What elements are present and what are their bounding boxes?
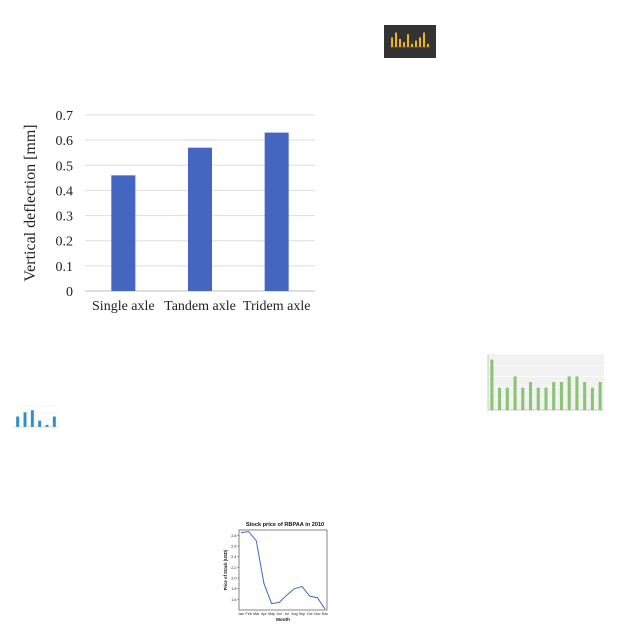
plot-frame [238, 529, 328, 611]
bar [536, 387, 540, 410]
y-tick-label: 0.7 [56, 109, 74, 124]
y-tick-label: 2.2 [231, 566, 236, 570]
bar [23, 412, 27, 427]
bar [490, 359, 494, 410]
bar [583, 382, 587, 410]
bar [559, 382, 564, 410]
series-line [240, 531, 326, 610]
x-tick-label: Jul [285, 612, 290, 616]
small-blue-bar-chart [6, 400, 64, 430]
chart-title: Stock price of RBPAA in 2010 [246, 522, 324, 528]
stock-line-chart: Stock price of RBPAA in 2010 1.6 1.8 2.0 2.2… [221, 518, 331, 626]
bar [498, 387, 502, 410]
y-tick-label: 0.3 [56, 210, 74, 225]
green-bar-chart-svg [487, 353, 604, 411]
bar [552, 382, 556, 410]
deflection-chart: 0 0.1 0.2 0.3 0.4 0.5 0.6 0.7 Single axle Tandem … [15, 100, 325, 325]
bar [513, 376, 517, 410]
x-tick-label: May [268, 612, 275, 616]
bar [544, 387, 548, 410]
y-axis-label: Price of Stock (USD) [223, 549, 228, 590]
x-tick-label: Jun [276, 612, 282, 616]
bar [16, 416, 20, 427]
bar [415, 40, 417, 47]
y-tick-label: 0.5 [56, 159, 74, 174]
bar [264, 132, 289, 291]
bar [505, 387, 509, 410]
y-tick-label: 2.6 [231, 545, 236, 549]
bar [30, 410, 34, 427]
bar [598, 382, 602, 410]
y-tick-label: 0.4 [56, 184, 74, 199]
x-tick-label: Single axle [92, 299, 155, 314]
x-axis-label: Month [276, 617, 290, 622]
bar [395, 32, 397, 47]
stock-line-chart-svg: Stock price of RBPAA in 2010 1.6 1.8 2.0 2.2… [223, 522, 329, 622]
y-tick-label: 1.8 [231, 587, 236, 591]
y-tick-label: 2.8 [231, 534, 236, 538]
y-tick-label: 0.6 [56, 134, 74, 149]
bar [188, 147, 212, 291]
x-tick-label: Nov [314, 612, 321, 616]
small-blue-bar-chart-svg [14, 405, 58, 428]
x-tick-label: Oct [307, 612, 313, 616]
x-tick-label: Jan [238, 612, 244, 616]
bar [590, 387, 594, 410]
x-tick-label: Apr [261, 612, 267, 616]
bar [528, 382, 533, 410]
dark-thumbnail-chart-svg [384, 25, 436, 58]
bar [427, 43, 429, 47]
y-tick-label: 0.2 [56, 235, 74, 250]
bar [52, 416, 56, 427]
bar [391, 37, 393, 47]
y-tick-label: 0 [66, 285, 73, 300]
y-tick-label: 1.6 [231, 598, 236, 602]
bar [423, 32, 425, 47]
x-tick-label: Aug [291, 612, 297, 616]
bar [403, 42, 405, 47]
bar [407, 34, 409, 47]
bar [411, 43, 413, 47]
bar [419, 37, 421, 47]
x-tick-label: Dec [322, 612, 329, 616]
bar [567, 376, 571, 410]
x-tick-label: Mar [253, 612, 260, 616]
bar [111, 175, 136, 291]
bar [38, 420, 42, 427]
deflection-chart-svg: 0 0.1 0.2 0.3 0.4 0.5 0.6 0.7 Single axle Tandem … [22, 109, 315, 314]
dark-thumbnail-chart [384, 25, 436, 58]
bar [575, 376, 579, 410]
green-bar-chart [476, 344, 608, 422]
x-tick-label: Tridem axle [243, 299, 311, 314]
y-tick-label: 2.0 [231, 577, 236, 581]
bar [521, 387, 525, 410]
bar [399, 39, 401, 47]
x-tick-label: Tandem axle [164, 299, 236, 314]
y-tick-label: 0.1 [56, 260, 74, 275]
x-tick-label: Sep [299, 612, 305, 616]
x-tick-label: Feb [246, 612, 252, 616]
bar [45, 424, 49, 427]
y-axis-label: Vertical deflection [mm] [22, 124, 39, 281]
y-tick-label: 2.4 [231, 555, 236, 559]
